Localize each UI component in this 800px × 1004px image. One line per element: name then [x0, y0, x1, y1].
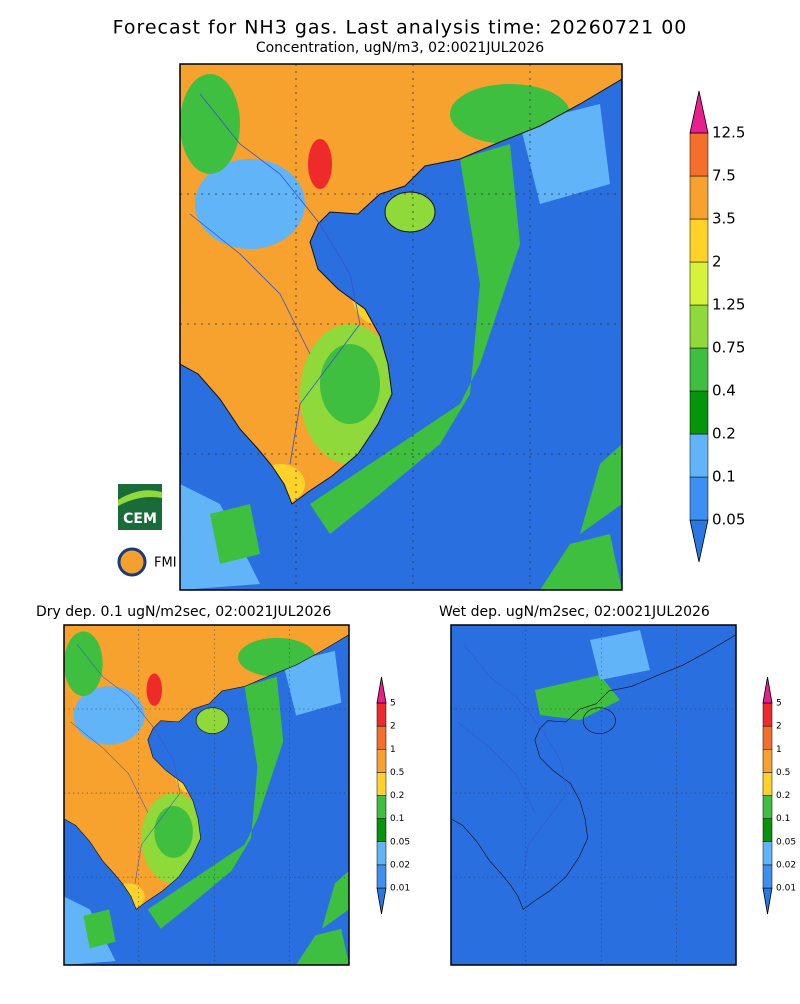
colorbar-label: 1 — [390, 745, 396, 755]
colorbar-label: 0.01 — [390, 884, 410, 894]
colorbar-segment — [762, 702, 773, 727]
colorbar-segment — [689, 132, 709, 177]
colorbar-segment — [376, 818, 387, 842]
colorbar-arrow — [689, 90, 709, 134]
colorbar-segment — [762, 818, 773, 842]
main-map — [179, 63, 623, 591]
colorbars: 0.05 0.1 0.2 0.4 0.75 1.25 2 3.5 7.5 12.5 0.01 0.02… — [376, 90, 796, 915]
colorbar-label: 0.02 — [390, 860, 410, 870]
subtitle: Concentration, ugN/m3, 02:0021JUL2026 — [256, 40, 544, 56]
colorbar-segment — [689, 261, 709, 306]
colorbar-label: 0.05 — [776, 837, 796, 847]
colorbar-segment — [376, 702, 387, 727]
colorbar-arrow — [762, 676, 773, 704]
dry-map — [63, 624, 350, 966]
colorbar-arrow — [689, 519, 709, 563]
logo-text: FMI — [154, 556, 177, 571]
colorbar-label: 0.01 — [776, 884, 796, 894]
colorbar-segment — [762, 795, 773, 819]
colorbar-arrow — [376, 676, 387, 704]
colorbar-segment — [762, 841, 773, 866]
colorbar-label: 0.05 — [390, 837, 410, 847]
colorbar-segment — [376, 841, 387, 866]
colorbar-segment — [762, 772, 773, 796]
colorbar-label: 0.5 — [776, 768, 790, 778]
colorbar-segment — [376, 795, 387, 819]
colorbar-label: 0.1 — [390, 814, 404, 824]
colorbar-segment — [376, 864, 387, 889]
colorbar-label: 0.2 — [390, 791, 404, 801]
colorbar-label: 7.5 — [712, 167, 736, 185]
title: Forecast for NH3 gas. Last analysis time… — [113, 17, 688, 39]
colorbar-arrow — [376, 887, 387, 915]
colorbar-segment — [689, 433, 709, 478]
colorbar-segment — [376, 772, 387, 796]
colorbar-label: 2 — [390, 722, 396, 732]
colorbar-label: 1 — [776, 745, 782, 755]
colorbar-label: 0.05 — [712, 511, 745, 529]
colorbar-segment — [689, 347, 709, 392]
colorbar-label: 0.1 — [712, 468, 736, 486]
colorbar-segment — [762, 725, 773, 750]
colorbar-segment — [689, 304, 709, 349]
colorbar-segment — [376, 725, 387, 750]
colorbar-label: 0.02 — [776, 860, 796, 870]
colorbar-label: 0.5 — [390, 768, 404, 778]
colorbar-arrow — [762, 887, 773, 915]
logo-text: CEM — [123, 511, 157, 527]
colorbar-label: 0.2 — [712, 425, 736, 443]
map-title: Dry dep. 0.1 ugN/m2sec, 02:0021JUL2026 — [36, 604, 331, 620]
colorbar-label: 0.2 — [776, 791, 790, 801]
wet-map — [450, 624, 737, 966]
colorbar-segment — [689, 218, 709, 263]
colorbar-label: 5 — [390, 699, 396, 709]
cem-logo: CEM — [118, 484, 162, 530]
colorbar-label: 12.5 — [712, 124, 745, 142]
colorbar-label: 2 — [712, 253, 722, 271]
map-title: Wet dep. ugN/m2sec, 02:0021JUL2026 — [439, 604, 710, 620]
colorbar-label: 0.1 — [776, 814, 790, 824]
fmi-logo: FMI — [117, 547, 177, 577]
colorbar-segment — [689, 175, 709, 220]
colorbar-label: 0.75 — [712, 339, 745, 357]
colorbar-label: 1.25 — [712, 296, 745, 314]
colorbar-segment — [376, 749, 387, 773]
colorbar-segment — [689, 390, 709, 435]
colorbar-label: 3.5 — [712, 210, 736, 228]
colorbar-label: 2 — [776, 722, 782, 732]
colorbar-segment — [762, 749, 773, 773]
colorbar-segment — [689, 476, 709, 521]
colorbar-segment — [762, 864, 773, 889]
colorbar-label: 0.4 — [712, 382, 736, 400]
colorbar-label: 5 — [776, 699, 782, 709]
